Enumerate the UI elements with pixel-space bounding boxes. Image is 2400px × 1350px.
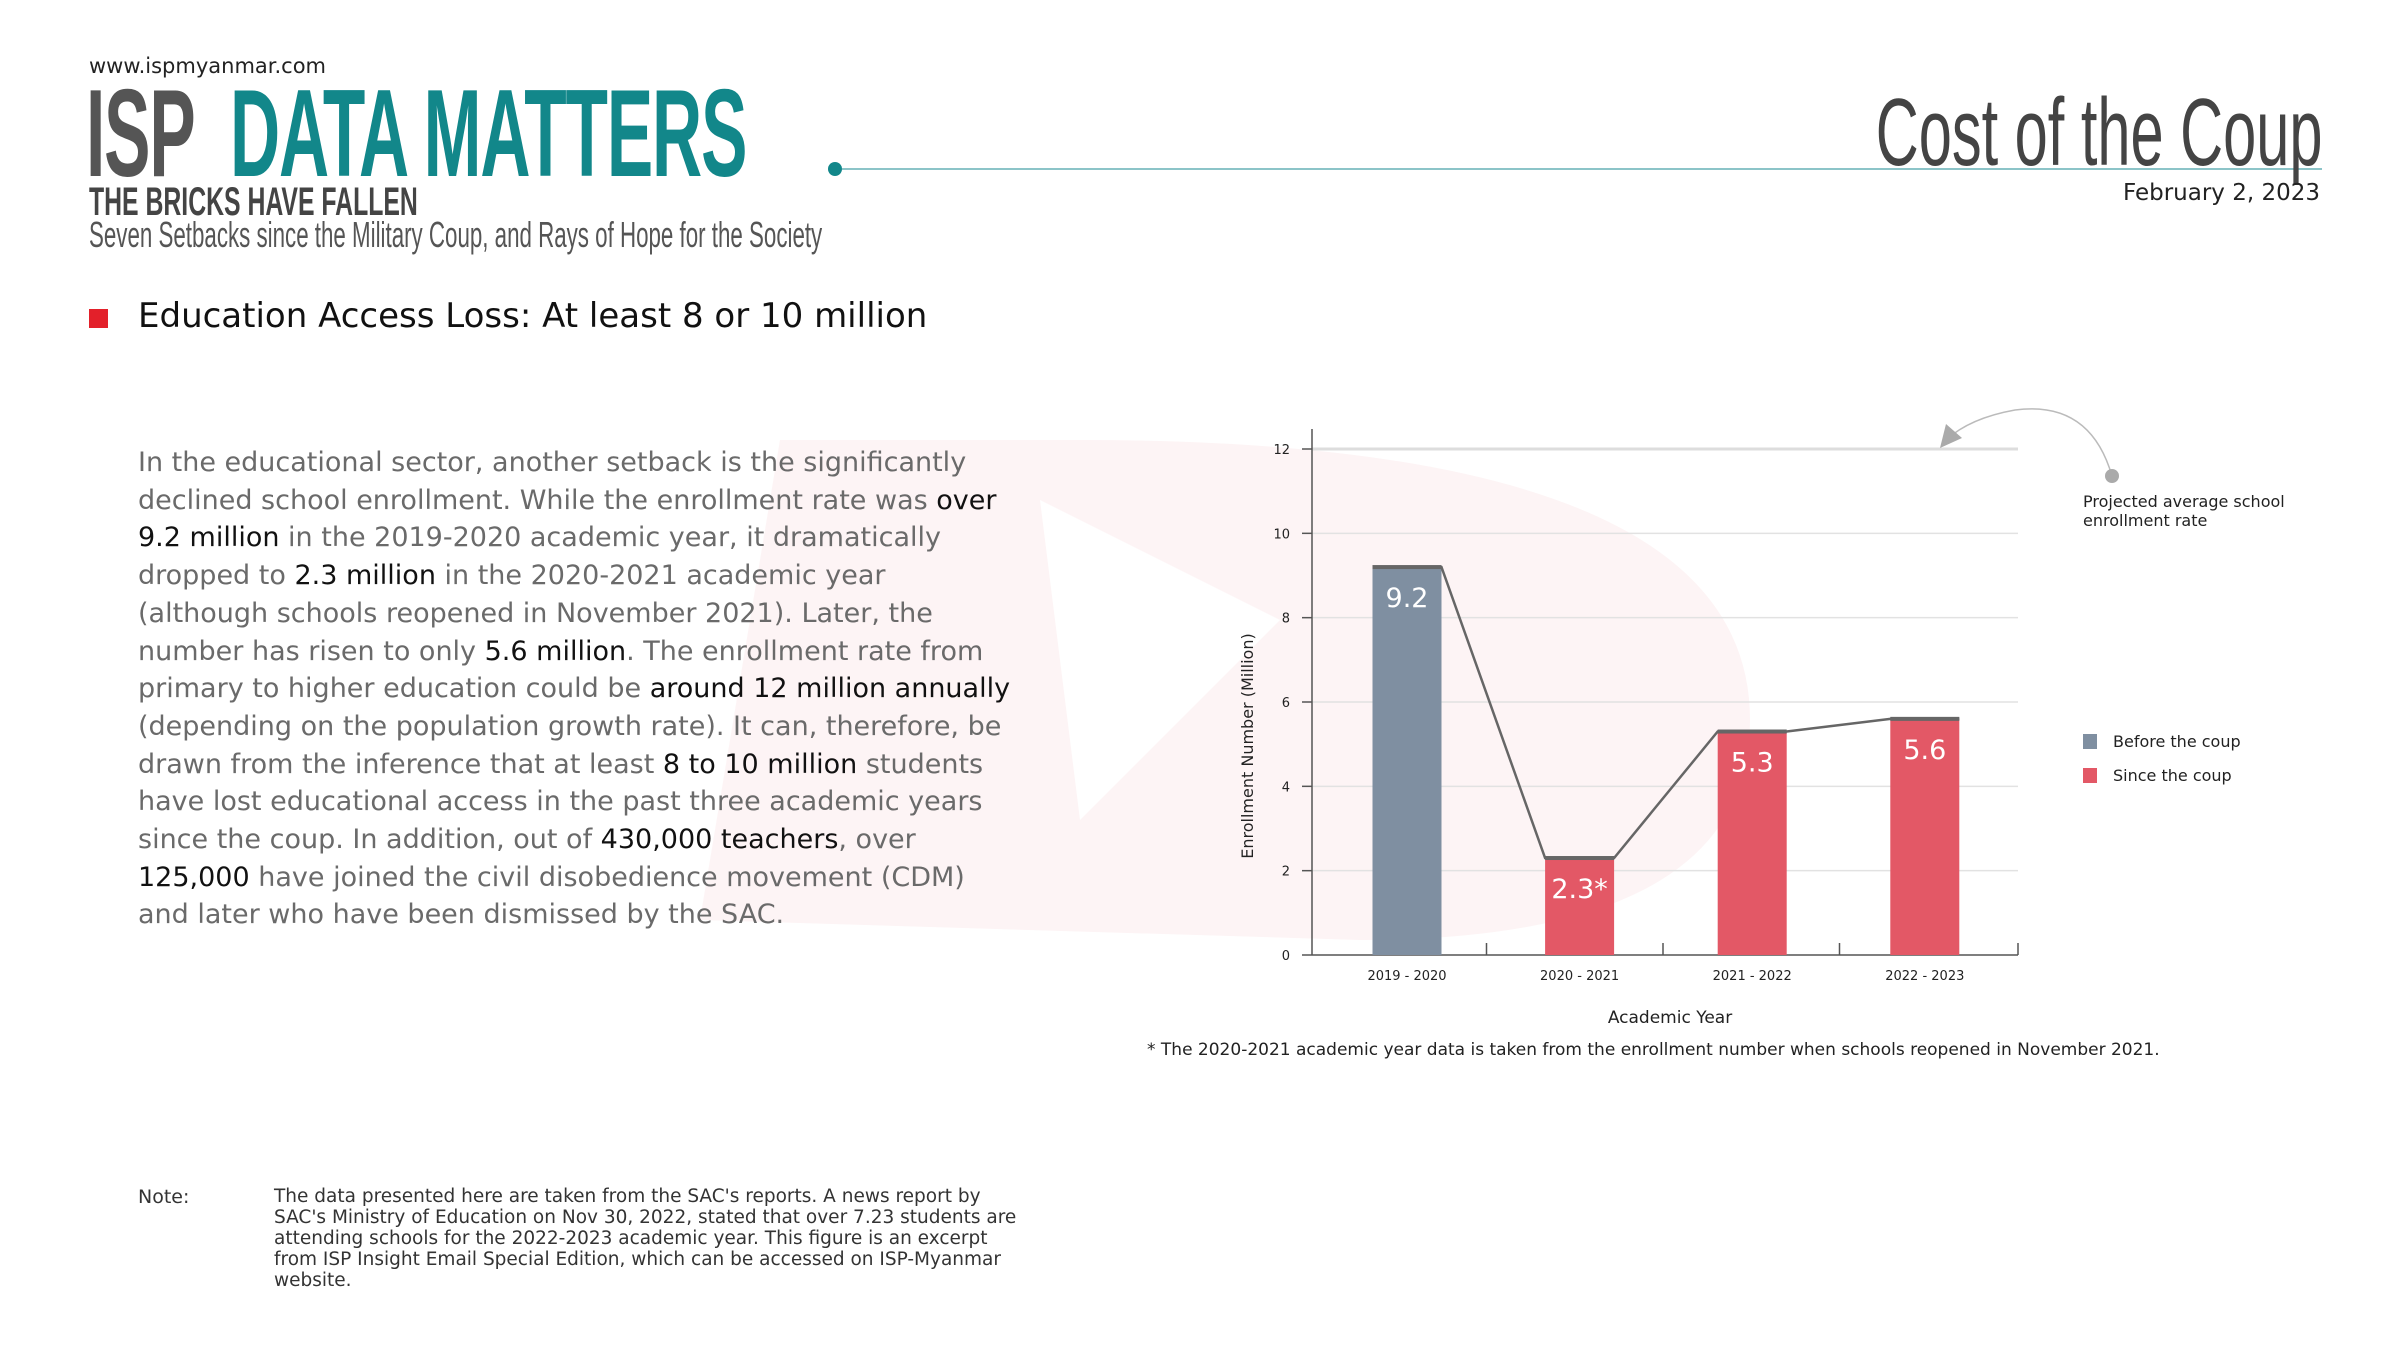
brand-title: DATA MATTERS — [230, 65, 747, 203]
y-tick-label: 2 — [1282, 865, 1290, 880]
body-text: . The enrollment rate from primary to hi… — [138, 635, 984, 705]
annotation-arrow — [1945, 408, 2113, 477]
y-tick-label: 8 — [1282, 612, 1290, 627]
legend-label: Since the coup — [2113, 766, 2232, 785]
isp-watermark-logo — [700, 440, 1750, 940]
highlight-text: 430,000 teachers — [600, 824, 839, 856]
y-tick-label: 4 — [1282, 780, 1290, 795]
highlight-text: 5.6 million — [484, 635, 627, 667]
subtitle: Seven Setbacks since the Military Coup, … — [89, 214, 823, 255]
annotation-text: Projected average school — [2083, 492, 2285, 511]
body-text: , over — [838, 824, 916, 856]
highlight-text: 125,000 — [138, 861, 250, 893]
x-tick-label: 2021 - 2022 — [1713, 969, 1792, 984]
x-tick-label: 2022 - 2023 — [1885, 969, 1964, 984]
body-paragraph: In the educational sector, another setba… — [138, 444, 1018, 934]
highlight-text: 2.3 million — [294, 560, 436, 592]
x-tick-label: 2020 - 2021 — [1540, 969, 1619, 984]
x-axis-title: Academic Year — [1608, 1008, 1732, 1028]
legend-swatch — [2083, 734, 2097, 749]
note-label: Note: — [138, 1186, 190, 1208]
bar-value-label: 5.3 — [1731, 748, 1774, 779]
body-text: In the educational sector, another setba… — [138, 447, 967, 516]
bar-value-label: 5.6 — [1903, 735, 1946, 766]
y-tick-label: 10 — [1273, 527, 1290, 542]
note-text: The data presented here are taken from t… — [274, 1186, 1017, 1291]
legend-swatch — [2083, 768, 2097, 783]
highlight-text: around 12 million annually — [649, 673, 1011, 705]
bar — [1545, 858, 1615, 955]
header-divider — [842, 168, 2322, 170]
y-tick-label: 6 — [1282, 696, 1290, 711]
brand-isp: ISP — [86, 65, 196, 203]
legend-label: Before the coup — [2113, 732, 2241, 751]
y-tick-label: 12 — [1273, 443, 1290, 458]
y-axis-title: Enrollment Number (Million) — [1238, 633, 1257, 858]
section-bullet — [89, 309, 108, 328]
bar — [1717, 731, 1787, 955]
body-text: (depending on the population growth rate… — [138, 710, 1002, 780]
series-title: THE BRICKS HAVE FALLEN — [89, 180, 418, 224]
highlight-text: 8 to 10 million — [662, 748, 858, 780]
trend-line — [1372, 565, 1960, 860]
annotation-text: enrollment rate — [2083, 511, 2207, 530]
bar-value-label: 9.2 — [1386, 583, 1429, 614]
report-title: Cost of the Coup — [1875, 79, 2322, 186]
website-url[interactable]: www.ispmyanmar.com — [89, 54, 326, 78]
x-tick-label: 2019 - 2020 — [1367, 969, 1446, 984]
body-text: in the 2020-2021 academic year (although… — [138, 560, 933, 667]
body-text: in the 2019-2020 academic year, it drama… — [138, 522, 941, 592]
body-text: students have lost educational access in… — [138, 748, 984, 856]
body-text: have joined the civil disobedience movem… — [138, 861, 965, 931]
bar-value-label: 2.3* — [1551, 874, 1607, 905]
chart-footnote: * The 2020-2021 academic year data is ta… — [1147, 1040, 2160, 1060]
arrow-head-icon — [1940, 424, 1962, 448]
bar — [1372, 567, 1442, 955]
header-dot — [828, 162, 842, 176]
y-tick-label: 0 — [1282, 949, 1290, 964]
annotation-dot — [2105, 469, 2119, 483]
highlight-text: over 9.2 million — [138, 484, 997, 554]
bar — [1890, 718, 1960, 955]
section-title: Education Access Loss: At least 8 or 10 … — [138, 296, 928, 336]
report-date: February 2, 2023 — [2122, 180, 2320, 206]
